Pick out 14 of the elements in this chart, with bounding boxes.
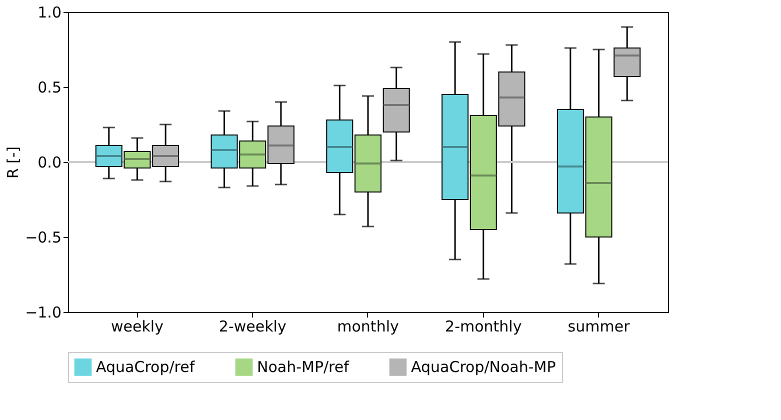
y-tick-label: 0.5 (38, 78, 62, 96)
x-tick-label: weekly (110, 318, 164, 336)
x-tick-label: summer (568, 318, 631, 336)
x-tick-label: 2-monthly (445, 318, 522, 336)
y-tick-label: −0.5 (25, 228, 62, 246)
legend-label: Noah-MP/ref (257, 358, 350, 376)
y-axis-title: R [-] (4, 146, 22, 179)
y-tick-label: 1.0 (38, 4, 62, 22)
x-tick-label: monthly (337, 318, 399, 336)
x-tick-label: 2-weekly (218, 318, 286, 336)
legend-label: AquaCrop/Noah-MP (411, 358, 556, 376)
legend-label: AquaCrop/ref (96, 358, 196, 376)
y-tick-label: −1.0 (25, 304, 62, 322)
y-tick-label: 0.0 (38, 154, 62, 172)
